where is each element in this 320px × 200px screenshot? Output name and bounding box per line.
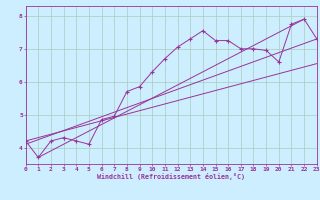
- X-axis label: Windchill (Refroidissement éolien,°C): Windchill (Refroidissement éolien,°C): [97, 173, 245, 180]
